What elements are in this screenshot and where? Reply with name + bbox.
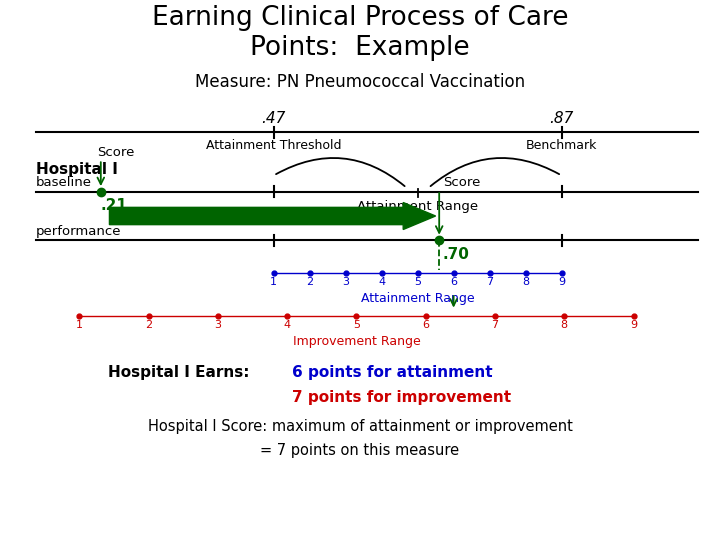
Text: Points:  Example: Points: Example: [250, 35, 470, 61]
Text: Hospital I Score: maximum of attainment or improvement: Hospital I Score: maximum of attainment …: [148, 418, 572, 434]
Text: Attainment Range: Attainment Range: [357, 200, 478, 213]
Text: 6: 6: [422, 320, 429, 330]
Text: 4: 4: [284, 320, 291, 330]
Text: Attainment Threshold: Attainment Threshold: [206, 139, 341, 152]
Text: 6: 6: [450, 277, 457, 287]
Text: Score: Score: [443, 176, 480, 189]
Text: 9: 9: [558, 277, 565, 287]
Text: 7: 7: [492, 320, 498, 330]
Text: 5: 5: [353, 320, 360, 330]
Text: .87: .87: [549, 111, 574, 126]
Text: 4: 4: [378, 277, 385, 287]
Text: performance: performance: [36, 225, 122, 238]
Text: = 7 points on this measure: = 7 points on this measure: [261, 443, 459, 458]
Text: 7 points for improvement: 7 points for improvement: [292, 390, 510, 406]
Text: Hospital I: Hospital I: [36, 162, 118, 177]
Text: Attainment Range: Attainment Range: [361, 292, 474, 305]
Text: Score: Score: [97, 146, 135, 159]
Text: 7: 7: [486, 277, 493, 287]
Text: 3: 3: [342, 277, 349, 287]
Text: .47: .47: [261, 111, 286, 126]
Text: Hospital I Earns:: Hospital I Earns:: [108, 364, 260, 380]
FancyArrow shape: [109, 202, 436, 230]
Text: Improvement Range: Improvement Range: [292, 335, 420, 348]
Text: 1: 1: [270, 277, 277, 287]
Text: 1: 1: [76, 320, 83, 330]
Text: Measure: PN Pneumococcal Vaccination: Measure: PN Pneumococcal Vaccination: [195, 73, 525, 91]
Text: Benchmark: Benchmark: [526, 139, 598, 152]
Text: Earning Clinical Process of Care: Earning Clinical Process of Care: [152, 5, 568, 31]
Text: 5: 5: [414, 277, 421, 287]
Text: 8: 8: [561, 320, 568, 330]
Text: .21: .21: [101, 198, 127, 213]
Text: 3: 3: [215, 320, 221, 330]
Text: 2: 2: [145, 320, 152, 330]
Text: 8: 8: [522, 277, 529, 287]
Text: .70: .70: [443, 247, 469, 262]
Text: baseline: baseline: [36, 176, 92, 189]
Text: 2: 2: [306, 277, 313, 287]
Text: 9: 9: [630, 320, 637, 330]
Text: 6 points for attainment: 6 points for attainment: [292, 364, 492, 380]
